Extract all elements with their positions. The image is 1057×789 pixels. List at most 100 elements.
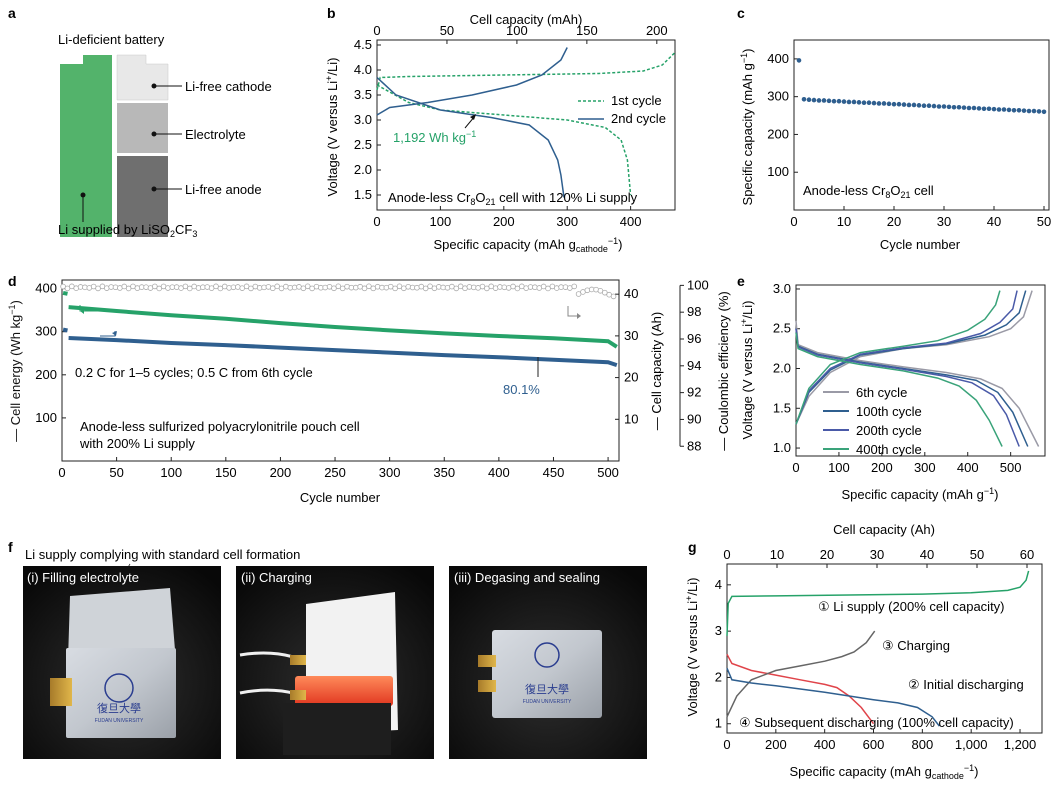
svg-text:復旦大學: 復旦大學 bbox=[97, 701, 141, 715]
chart-g-x-axis-label: Specific capacity (mAh gcathode−1) bbox=[790, 763, 979, 781]
cell-tab-3a bbox=[478, 655, 496, 667]
x-tick-label: 350 bbox=[433, 465, 455, 480]
ce-point bbox=[575, 291, 582, 297]
y-tick-label: 300 bbox=[767, 89, 789, 104]
ce-point bbox=[125, 285, 132, 292]
legend-b-2nd-label: 2nd cycle bbox=[611, 111, 666, 126]
y-tick-label: 4 bbox=[715, 577, 722, 592]
data-point bbox=[1036, 109, 1042, 114]
data-point bbox=[1031, 108, 1037, 114]
panel-d-letter: d bbox=[8, 273, 17, 289]
x-tick-label: 400 bbox=[488, 465, 510, 480]
data-point bbox=[881, 101, 887, 106]
series-2nd-cycle-charge bbox=[376, 47, 568, 116]
ce-tick-label: 92 bbox=[687, 385, 701, 400]
data-point bbox=[866, 100, 872, 106]
x-tick-label: 450 bbox=[543, 465, 565, 480]
data-point bbox=[906, 102, 912, 108]
x-tick-label: 200 bbox=[871, 460, 893, 475]
top-tick-label: 60 bbox=[1020, 547, 1034, 562]
data-point bbox=[836, 98, 842, 104]
data-point bbox=[936, 104, 942, 109]
top-tick-label: 0 bbox=[373, 23, 380, 38]
ce-point bbox=[95, 285, 101, 292]
ce-point bbox=[182, 283, 189, 290]
data-point bbox=[956, 104, 962, 110]
series-step-4 bbox=[726, 667, 940, 727]
ce-point bbox=[165, 285, 171, 291]
data-point bbox=[796, 58, 802, 63]
step-1-label: ① Li supply (200% cell capacity) bbox=[818, 599, 1005, 614]
lithium-source-block bbox=[60, 55, 112, 237]
ce-point bbox=[304, 283, 311, 290]
y-tick-label: 3.5 bbox=[354, 87, 372, 102]
x-tick-label: 800 bbox=[911, 737, 933, 752]
x-tick-label: 200 bbox=[270, 465, 292, 480]
series-step-2 bbox=[726, 653, 875, 725]
x-tick-label: 300 bbox=[914, 460, 936, 475]
y-tick-label: 3.0 bbox=[773, 281, 791, 296]
ce-axis-arrow-icon bbox=[567, 306, 580, 317]
top-tick-label: 40 bbox=[920, 547, 934, 562]
data-point bbox=[946, 104, 952, 110]
data-point bbox=[981, 106, 987, 112]
ce-point bbox=[610, 293, 617, 300]
chart-d-right-axis-label-ce: — Coulombic efficiency (%) bbox=[716, 291, 731, 450]
series-step-3 bbox=[726, 630, 876, 718]
chart-b-x-axis-label: Specific capacity (mAh gcathode−1) bbox=[434, 236, 623, 254]
ce-tick-label: 98 bbox=[687, 304, 701, 319]
svg-text:FUDAN UNIVERSITY: FUDAN UNIVERSITY bbox=[523, 699, 572, 705]
legend-e-6th-label: 6th cycle bbox=[856, 385, 907, 400]
y-tick-label: 2.5 bbox=[773, 321, 791, 336]
x-tick-label: 0 bbox=[723, 737, 730, 752]
x-tick-label: 150 bbox=[215, 465, 237, 480]
y-tick-label: 1.5 bbox=[354, 187, 372, 202]
data-point bbox=[886, 101, 892, 107]
data-point bbox=[941, 104, 947, 109]
x-tick-label: 100 bbox=[160, 465, 182, 480]
data-point bbox=[921, 103, 927, 109]
ce-point bbox=[514, 285, 521, 292]
pouch-open-bag bbox=[68, 588, 175, 660]
top-tick-label: 100 bbox=[506, 23, 528, 38]
x-tick-label: 100 bbox=[430, 214, 452, 229]
x-tick-label: 400 bbox=[814, 737, 836, 752]
y-tick-label: 4.5 bbox=[354, 37, 372, 52]
ce-point bbox=[602, 289, 608, 296]
anode-block bbox=[117, 156, 168, 237]
chart-b-caption: Anode-less Cr8O21 cell with 120% Li supp… bbox=[388, 190, 638, 207]
cathode-label: Li-free cathode bbox=[185, 79, 272, 94]
data-point bbox=[971, 105, 977, 111]
top-tick-label: 50 bbox=[970, 547, 984, 562]
data-point bbox=[801, 97, 807, 102]
y-tick-label: 100 bbox=[35, 410, 57, 425]
y-tick-label: 1 bbox=[715, 716, 722, 731]
data-point bbox=[826, 98, 832, 104]
chart-d-frame bbox=[61, 279, 620, 462]
x-tick-label: 0 bbox=[373, 214, 380, 229]
ce-point bbox=[335, 283, 342, 290]
ce-point bbox=[121, 283, 128, 290]
data-point bbox=[996, 107, 1002, 112]
panel-a-letter: a bbox=[8, 5, 16, 21]
photo-3-caption: (iii) Degasing and sealing bbox=[454, 570, 600, 585]
x-tick-label: 100 bbox=[828, 460, 850, 475]
ce-tick-label: 88 bbox=[687, 438, 701, 453]
panel-d: 0 50 100 150 200 250 300 350 400 450 500 100 200 300 4… bbox=[7, 277, 731, 505]
x-tick-label: 50 bbox=[109, 465, 123, 480]
legend-e-400th-label: 400th cycle bbox=[856, 442, 922, 457]
panel-c-letter: c bbox=[737, 5, 745, 21]
fudan-logo-1-icon bbox=[104, 673, 134, 703]
pouch-cell-1 bbox=[66, 648, 176, 738]
data-point bbox=[1011, 107, 1017, 113]
data-point bbox=[951, 104, 957, 110]
fudan-logo-3-icon bbox=[534, 642, 560, 668]
data-point bbox=[816, 98, 822, 103]
series-charge-200th-cycle bbox=[795, 290, 1018, 425]
ce-point bbox=[422, 285, 429, 292]
panel-g: Cell capacity (Ah) 0 200 400 600 800 1,000 1,2… bbox=[684, 522, 1043, 781]
data-point bbox=[871, 100, 877, 106]
chart-g-y-axis-label: Voltage (V versus Li+/Li) bbox=[684, 578, 700, 717]
ce-point bbox=[361, 285, 368, 292]
